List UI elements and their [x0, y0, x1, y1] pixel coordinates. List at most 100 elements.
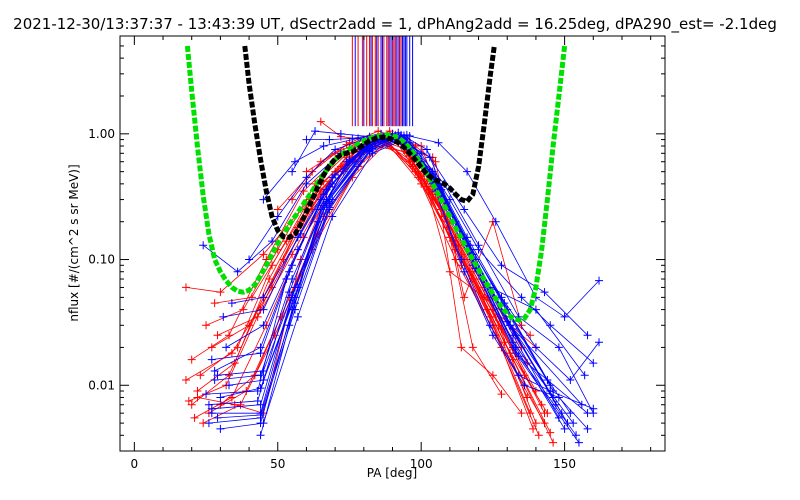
fit-curve-black	[242, 45, 497, 240]
series-point-35-10	[554, 343, 563, 352]
series-point-14-0	[213, 331, 222, 340]
series-point-36-2	[302, 173, 311, 182]
series-point-4-0	[184, 396, 193, 405]
series-point-14-1	[253, 312, 262, 321]
series-point-34-0	[227, 299, 236, 308]
series-point-32-1	[259, 376, 268, 385]
y-tick-label-0: 0.01	[88, 378, 115, 392]
series-point-27-0	[204, 400, 213, 409]
series-blue-39	[302, 129, 604, 321]
series-point-41-9	[520, 381, 529, 390]
series-point-9-0	[207, 343, 216, 352]
series-point-30-9	[569, 419, 578, 428]
series-point-24-1	[256, 349, 265, 358]
series-point-42-9	[531, 343, 540, 352]
axes: 0 50 100 150 0.01 0.10 1.00	[88, 35, 665, 471]
series-point-36-0	[245, 255, 254, 264]
series-point-11-1	[247, 293, 256, 302]
series-point-42-8	[497, 293, 506, 302]
series-point-24-0	[207, 355, 216, 364]
series-point-37-1	[311, 127, 320, 136]
series-point-41-3	[345, 155, 354, 164]
series-point-39-2	[348, 134, 357, 143]
fit-curve-green	[184, 45, 568, 323]
series-point-34-8	[514, 352, 523, 361]
series-point-7-0	[187, 355, 196, 364]
series-point-39-7	[491, 217, 500, 226]
y-axis-label: nflux [#/(cm^2 s sr MeV)]	[67, 164, 81, 321]
series-point-12-0	[181, 376, 190, 385]
series-point-38-9	[583, 331, 592, 340]
series-point-36-9	[517, 293, 526, 302]
x-tick-label-1: 50	[270, 457, 285, 471]
series-point-22-0	[204, 419, 213, 428]
series-point-34-3	[331, 171, 340, 180]
series-point-0-0	[181, 283, 190, 292]
series-point-18-6	[468, 343, 477, 352]
series-point-12-1	[227, 349, 236, 358]
series-point-41-8	[488, 331, 497, 340]
series-point-6-6	[417, 179, 426, 188]
series-point-26-9	[560, 424, 569, 433]
series-point-28-1	[259, 321, 268, 330]
series-point-38-1	[290, 157, 299, 166]
series-point-28-0	[222, 343, 231, 352]
series-point-17-0	[273, 205, 282, 214]
x-tick-label-0: 0	[131, 457, 139, 471]
series-point-34-1	[259, 293, 268, 302]
series-point-5-0	[196, 371, 205, 380]
series-point-26-2	[293, 312, 302, 321]
series-point-29-0	[216, 393, 225, 402]
series-point-40-1	[285, 321, 294, 330]
series-point-42-7	[463, 233, 472, 242]
series-point-38-7	[497, 261, 506, 270]
series-point-14-8	[508, 355, 517, 364]
series-point-25-0	[213, 371, 222, 380]
series-point-36-8	[474, 245, 483, 254]
series-point-41-10	[554, 393, 563, 402]
series-point-38-5	[425, 153, 434, 162]
series-point-34-2	[296, 229, 305, 238]
series-point-41-1	[288, 305, 297, 314]
series-point-39-1	[325, 135, 334, 144]
series-point-8-1	[239, 305, 248, 314]
series-point-41-7	[460, 267, 469, 276]
series-point-2-0	[190, 413, 199, 422]
series-point-19-8	[457, 343, 466, 352]
series-point-0-2	[259, 250, 268, 259]
series-point-35-2	[268, 237, 277, 246]
series-point-0-1	[216, 288, 225, 297]
series-point-32-0	[225, 381, 233, 390]
series-point-33-1	[256, 400, 265, 409]
series-point-26-0	[216, 424, 225, 433]
series-point-40-10	[546, 387, 555, 396]
series-point-33-0	[207, 404, 216, 413]
series-point-39-6	[463, 167, 472, 176]
series-point-39-0	[302, 135, 311, 144]
series-point-40-9	[514, 371, 523, 380]
series-point-37-8	[531, 305, 540, 314]
series-point-37-2	[336, 129, 345, 138]
series-point-35-0	[199, 241, 208, 250]
series-point-41-11	[583, 424, 592, 433]
series-line-37	[291, 130, 586, 376]
series-point-30-0	[213, 413, 222, 422]
series-point-42-0	[210, 376, 219, 385]
series-point-38-2	[319, 142, 328, 151]
series-point-39-10	[595, 276, 604, 285]
series-point-36-3	[331, 145, 340, 154]
series-point-42-1	[256, 371, 265, 380]
x-tick-label-3: 150	[553, 457, 576, 471]
series-point-17-6	[480, 293, 489, 302]
series-point-39-4	[405, 132, 414, 141]
series-point-28-2	[293, 245, 302, 254]
series-point-33-8	[506, 321, 515, 330]
x-tick-label-2: 100	[410, 457, 433, 471]
series-point-36-11	[589, 359, 598, 368]
series-point-39-5	[434, 138, 443, 147]
series-point-16-1	[316, 157, 325, 166]
series-point-42-6	[428, 167, 437, 176]
series-point-11-9	[543, 409, 552, 418]
series-point-11-2	[282, 237, 291, 246]
